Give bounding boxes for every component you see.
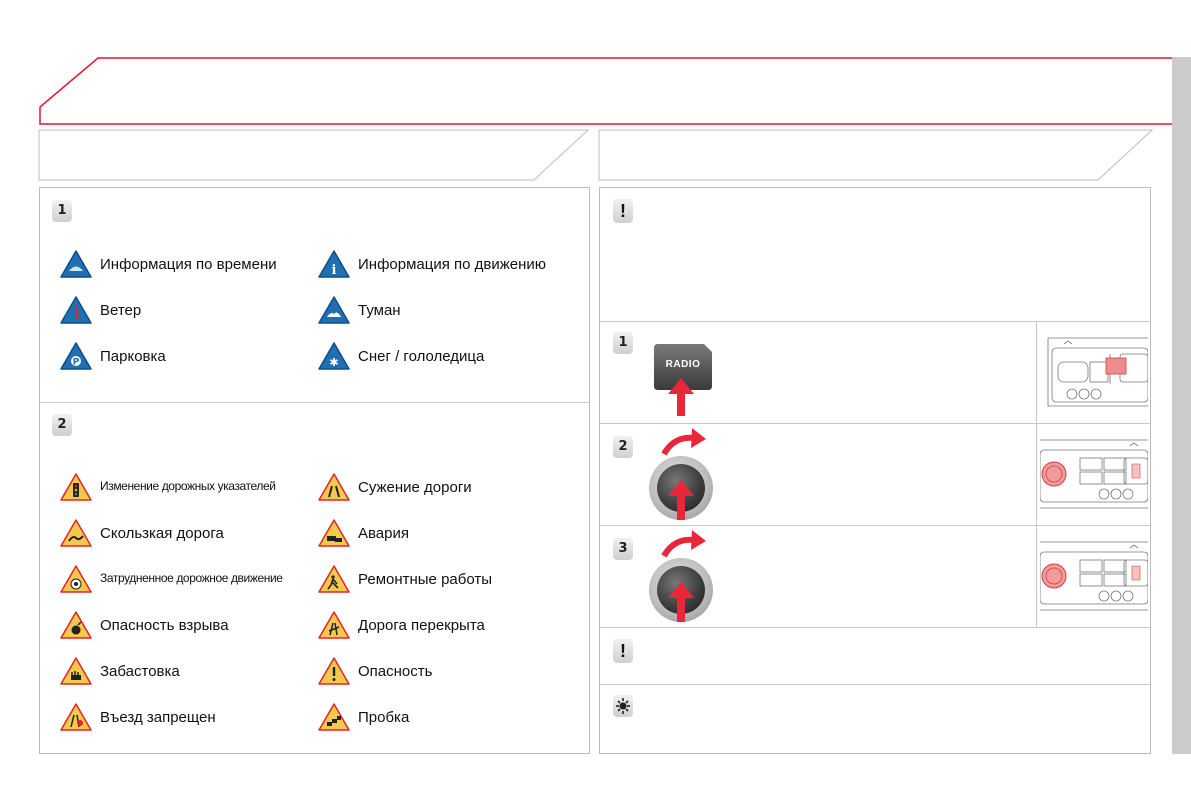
section2-badge: 2 — [52, 414, 72, 436]
left-section-divider — [40, 402, 589, 403]
radio-unit-diagram-1 — [1047, 337, 1148, 407]
radio-unit-diagram-3 — [1040, 541, 1148, 611]
right-divider-3 — [600, 525, 1150, 526]
roadworks-icon — [318, 565, 350, 593]
right-divider-4 — [600, 627, 1150, 628]
warning-badge: ! — [613, 199, 633, 223]
step3-badge: 3 — [613, 538, 633, 560]
warning-sign-label: Въезд запрещен — [100, 709, 216, 726]
heavy-traffic-icon — [60, 565, 92, 593]
header-frame — [39, 57, 1182, 125]
warning-sign-label: Затрудненное дорожное движение — [100, 571, 283, 585]
step1-badge: 1 — [613, 332, 633, 354]
step2-badge: 2 — [613, 436, 633, 458]
parking-icon: P — [60, 342, 92, 370]
weather-info-icon — [60, 250, 92, 278]
svg-text:✱: ✱ — [329, 356, 338, 369]
warning-sign-label: Опасность взрыва — [100, 617, 229, 634]
warning-sign-label: Авария — [358, 525, 409, 542]
right-subheader — [598, 129, 1154, 181]
warning-sign-label: Сужение дороги — [358, 479, 472, 496]
light-bulb-icon — [613, 695, 633, 717]
road-closed-icon — [318, 611, 350, 639]
page-edge-tab — [1172, 57, 1191, 754]
weather-sign-label: Информация по движению — [358, 256, 547, 273]
warning-sign-label: Изменение дорожных указателей — [100, 479, 276, 493]
radio-button-label: RADIO — [665, 359, 701, 370]
fog-icon — [318, 296, 350, 324]
warning-sign-label: Дорога перекрыта — [358, 617, 485, 634]
traffic-jam-icon — [318, 703, 350, 731]
rotate-arrow-icon — [661, 428, 706, 456]
weather-sign-label: Снег / гололедица — [358, 348, 485, 365]
weather-sign-label: Парковка — [100, 348, 166, 365]
weather-sign-label: Туман — [358, 302, 401, 319]
right-divider-2 — [600, 423, 1150, 424]
left-panel — [39, 187, 590, 754]
warning-sign-label: Забастовка — [100, 663, 180, 680]
right-image-column-divider — [1036, 322, 1037, 627]
danger-icon — [318, 657, 350, 685]
rotate-arrow-icon-3 — [661, 530, 706, 558]
radio-unit-diagram-2 — [1040, 439, 1148, 509]
press-up-arrow-icon-3 — [668, 582, 694, 622]
weather-sign-label: Ветер — [100, 302, 142, 319]
snow-ice-icon: ✱ — [318, 342, 350, 370]
warning-sign-label: Ремонтные работы — [358, 571, 493, 588]
svg-text:P: P — [73, 358, 80, 368]
press-up-arrow-icon — [668, 378, 694, 416]
right-divider-1 — [600, 321, 1150, 322]
warning-sign-label: Скользкая дорога — [100, 525, 224, 542]
warning2-badge: ! — [613, 639, 633, 663]
explosion-danger-icon — [60, 611, 92, 639]
right-divider-5 — [600, 684, 1150, 685]
no-entry-icon — [60, 703, 92, 731]
svg-text:i: i — [332, 263, 337, 278]
wind-icon — [60, 296, 92, 324]
weather-sign-label: Информация по времени — [100, 256, 277, 273]
warning-sign-label: Пробка — [358, 709, 410, 726]
slippery-road-icon — [60, 519, 92, 547]
section1-badge: 1 — [52, 200, 72, 222]
traffic-lights-icon — [60, 473, 92, 501]
press-up-arrow-icon-2 — [668, 480, 694, 520]
road-narrows-icon — [318, 473, 350, 501]
strike-icon — [60, 657, 92, 685]
accident-icon — [318, 519, 350, 547]
warning-sign-label: Опасность — [358, 663, 433, 680]
traffic-info-icon: i — [318, 250, 350, 278]
radio-button[interactable]: RADIO — [652, 342, 714, 392]
left-subheader — [38, 129, 590, 181]
